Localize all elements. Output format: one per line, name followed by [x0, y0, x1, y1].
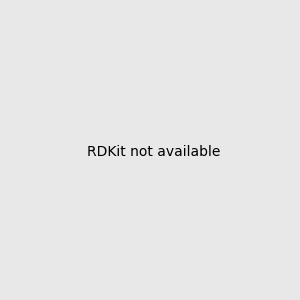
Text: RDKit not available: RDKit not available — [87, 145, 220, 158]
